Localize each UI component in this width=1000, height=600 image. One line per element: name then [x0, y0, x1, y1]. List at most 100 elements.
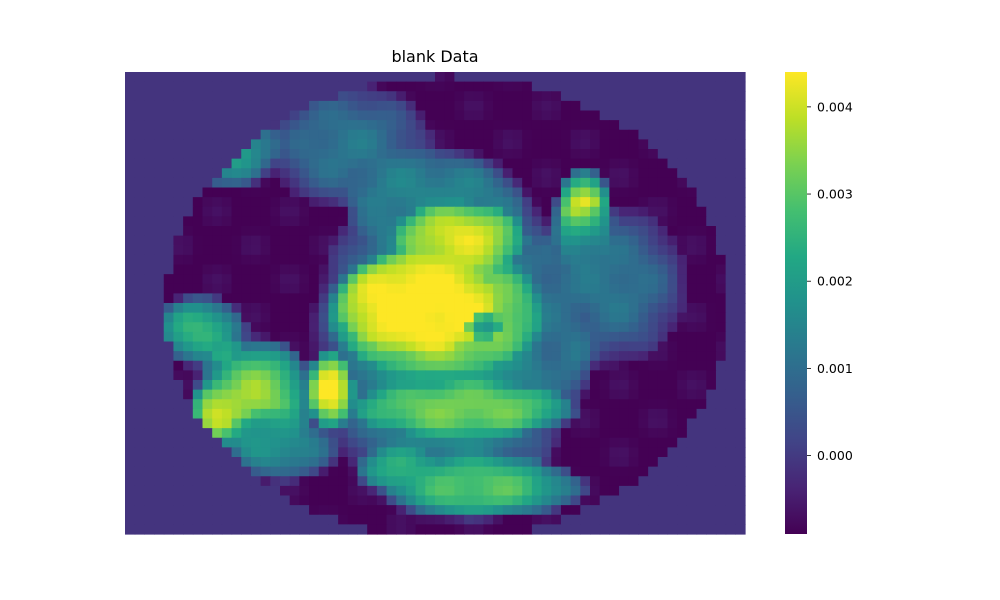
heatmap-cell: [522, 91, 533, 102]
heatmap-cell: [125, 110, 136, 121]
heatmap-cell: [560, 524, 572, 535]
heatmap-cell: [299, 514, 310, 525]
heatmap-cell: [154, 226, 165, 237]
heatmap-cell: [289, 389, 300, 400]
heatmap-cell: [367, 389, 378, 400]
heatmap-cell: [134, 457, 145, 468]
heatmap-cell: [628, 197, 640, 208]
heatmap-cell: [715, 129, 727, 140]
heatmap-cell: [541, 177, 552, 189]
heatmap-cell: [405, 514, 417, 525]
heatmap-cell: [154, 254, 165, 266]
heatmap-cell: [473, 254, 485, 266]
heatmap-cell: [299, 466, 310, 477]
heatmap-cell: [706, 380, 717, 391]
heatmap-cell: [677, 120, 688, 131]
heatmap-cell: [725, 380, 736, 391]
heatmap-cell: [435, 428, 446, 439]
heatmap-cell: [144, 264, 155, 275]
heatmap-cell: [638, 187, 649, 198]
heatmap-cell: [241, 100, 252, 112]
heatmap-cell: [125, 505, 136, 516]
heatmap-cell: [280, 331, 291, 343]
heatmap-cell: [735, 370, 746, 381]
heatmap-cell: [202, 447, 213, 458]
heatmap-cell: [270, 457, 281, 468]
heatmap-cell: [221, 437, 233, 448]
heatmap-cell: [628, 457, 640, 468]
heatmap-cell: [221, 351, 233, 362]
heatmap-cell: [338, 360, 349, 371]
heatmap-cell: [502, 187, 514, 198]
heatmap-cell: [221, 370, 233, 381]
heatmap-cell: [502, 129, 514, 140]
heatmap-cell: [706, 389, 717, 400]
heatmap-cell: [522, 466, 533, 477]
heatmap-cell: [657, 254, 669, 266]
heatmap-cell: [134, 264, 145, 275]
heatmap-cell: [502, 206, 514, 217]
heatmap-cell: [231, 303, 242, 314]
heatmap-cell: [328, 293, 339, 304]
heatmap-cell: [280, 380, 291, 391]
heatmap-cell: [415, 129, 426, 140]
heatmap-cell: [483, 149, 494, 160]
heatmap-cell: [696, 264, 707, 275]
heatmap-cell: [173, 312, 184, 323]
heatmap-cell: [309, 245, 320, 256]
heatmap-cell: [280, 457, 291, 468]
heatmap-cell: [367, 177, 378, 189]
heatmap-cell: [473, 91, 485, 102]
heatmap-cell: [609, 447, 620, 458]
heatmap-cell: [415, 514, 426, 525]
heatmap-cell: [483, 312, 494, 323]
heatmap-cell: [638, 158, 649, 169]
heatmap-cell: [309, 187, 320, 198]
heatmap-cell: [347, 399, 359, 410]
heatmap-cell: [125, 91, 136, 102]
heatmap-cell: [338, 158, 349, 169]
heatmap-cell: [134, 72, 145, 83]
heatmap-cell: [570, 293, 581, 304]
heatmap-cell: [590, 428, 601, 439]
heatmap-cell: [192, 485, 204, 497]
heatmap-cell: [192, 495, 204, 506]
heatmap-cell: [570, 139, 581, 150]
heatmap-cell: [657, 293, 669, 304]
heatmap-cell: [483, 341, 494, 352]
heatmap-cell: [221, 495, 233, 506]
heatmap-cell: [696, 177, 707, 189]
heatmap-cell: [376, 437, 388, 448]
heatmap-cell: [599, 110, 610, 121]
heatmap-cell: [221, 312, 233, 323]
heatmap-cell: [444, 226, 455, 237]
heatmap-cell: [628, 303, 640, 314]
heatmap-cell: [192, 408, 204, 420]
heatmap-cell: [541, 380, 552, 391]
heatmap-cell: [677, 399, 688, 410]
heatmap-cell: [435, 177, 446, 189]
heatmap-cell: [725, 177, 736, 189]
heatmap-cell: [405, 399, 417, 410]
heatmap-cell: [250, 485, 262, 497]
heatmap-cell: [648, 216, 659, 227]
heatmap-cell: [415, 100, 426, 112]
heatmap-cell: [376, 149, 388, 160]
heatmap-cell: [570, 245, 581, 256]
heatmap-cell: [551, 293, 562, 304]
heatmap-cell: [289, 197, 300, 208]
heatmap-cell: [192, 72, 204, 83]
heatmap-cell: [464, 158, 475, 169]
heatmap-cell: [502, 293, 514, 304]
heatmap-cell: [289, 495, 300, 506]
heatmap-cell: [347, 283, 359, 294]
heatmap-cell: [163, 91, 175, 102]
heatmap-cell: [473, 129, 485, 140]
heatmap-cell: [570, 72, 581, 83]
heatmap-cell: [609, 274, 620, 285]
heatmap-cell: [735, 187, 746, 198]
heatmap-cell: [367, 514, 378, 525]
heatmap-cell: [183, 457, 194, 468]
heatmap-cell: [192, 428, 204, 439]
heatmap-cell: [570, 110, 581, 121]
